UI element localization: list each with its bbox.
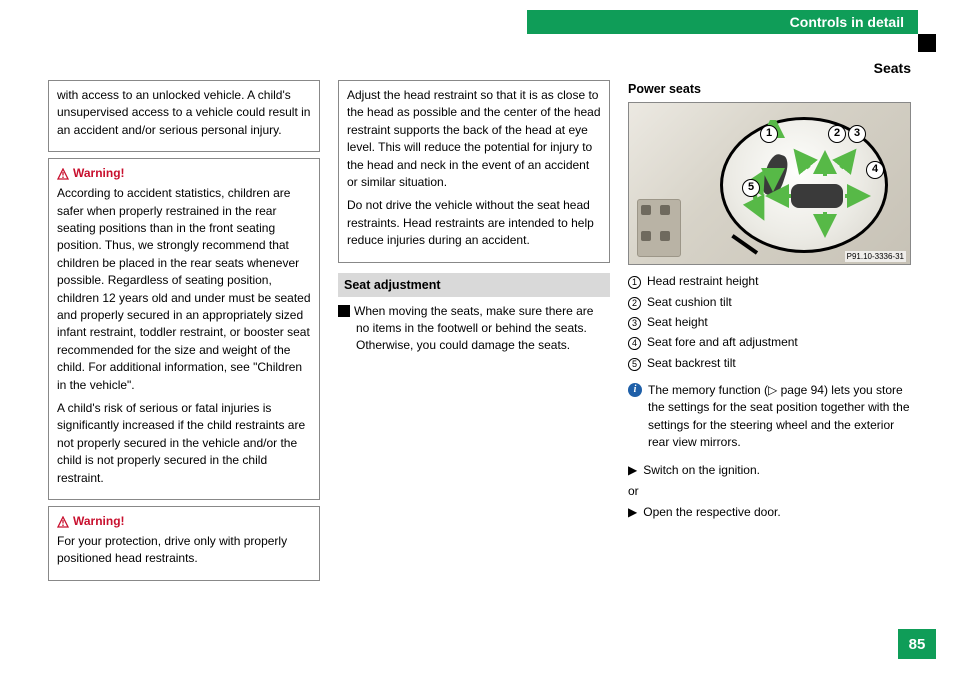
intro-box: with access to an unlocked vehicle. A ch… [48,80,320,152]
step-2: ▶ Open the respective door. [628,504,911,521]
manual-page: { "header": { "tab": "Controls in detail… [0,0,954,673]
legend-item: 3 Seat height [628,314,911,331]
warning-label-text: Warning! [73,513,125,530]
step-text: Open the respective door. [643,504,780,521]
legend-item: 4 Seat fore and aft adjustment [628,334,911,351]
legend-num: 2 [628,297,641,310]
callout-3: 3 [848,125,866,143]
section-title: Seats [874,60,911,76]
info-text: The memory function (▷ page 94) lets you… [648,382,911,452]
legend-text: Seat fore and aft adjustment [647,334,798,351]
warning-box-1: Warning! According to accident statistic… [48,158,320,500]
callout-1: 1 [760,125,778,143]
legend-text: Seat height [647,314,708,331]
legend-text: Seat backrest tilt [647,355,736,372]
column-2: Adjust the head restraint so that it is … [338,80,610,587]
callout-4: 4 [866,161,884,179]
thumb-index-notch [918,34,936,52]
power-seats-heading: Power seats [628,80,911,98]
warning-label-text: Warning! [73,165,125,182]
body-columns: with access to an unlocked vehicle. A ch… [48,80,911,587]
legend-item: 2 Seat cushion tilt [628,294,911,311]
column-3: Power seats [628,80,911,587]
chapter-tab: Controls in detail [527,10,918,34]
warning-box-2: Warning! For your protection, drive only… [48,506,320,581]
image-code: P91.10-3336-31 [845,251,906,263]
callout-5: 5 [742,179,760,197]
headrestraint-box: Adjust the head restraint so that it is … [338,80,610,263]
info-note: i The memory function (▷ page 94) lets y… [628,382,911,452]
door-switchpanel [637,199,681,257]
step-text: Switch on the ignition. [643,462,760,479]
step-marker: ▶ [628,462,637,479]
or-separator: or [628,483,911,500]
hr-p2: Do not drive the vehicle without the sea… [347,197,601,249]
warning-triangle-icon [57,516,69,528]
info-icon: i [628,383,642,397]
step-marker: ▶ [628,504,637,521]
caution-text: When moving the seats, make sure there a… [354,304,593,353]
warning-triangle-icon [57,168,69,180]
legend-num: 3 [628,317,641,330]
warning1-p1: According to accident statistics, childr… [57,185,311,394]
legend-item: 1 Head restraint height [628,273,911,290]
warning1-p2: A child's risk of serious or fatal injur… [57,400,311,487]
warning-label-2: Warning! [57,513,125,530]
callout-2: 2 [828,125,846,143]
legend-item: 5 Seat backrest tilt [628,355,911,372]
warning-label-1: Warning! [57,165,125,182]
seat-control-diagram: 1 2 3 4 5 P91.10-3336-31 [628,102,911,265]
diagram-legend: 1 Head restraint height 2 Seat cushion til… [628,273,911,372]
hr-p1: Adjust the head restraint so that it is … [347,87,601,191]
caution-row: ! When moving the seats, make sure there … [338,303,610,355]
legend-num: 5 [628,358,641,371]
legend-text: Seat cushion tilt [647,294,732,311]
warning2-text: For your protection, drive only with pro… [57,533,311,568]
legend-text: Head restraint height [647,273,758,290]
step-1: ▶ Switch on the ignition. [628,462,911,479]
page-number: 85 [898,629,936,659]
caution-icon: ! [338,305,350,317]
subheading-seat-adjustment: Seat adjustment [338,273,610,297]
intro-text: with access to an unlocked vehicle. A ch… [57,87,311,139]
chapter-title: Controls in detail [790,14,904,30]
legend-num: 4 [628,337,641,350]
legend-num: 1 [628,276,641,289]
column-1: with access to an unlocked vehicle. A ch… [48,80,320,587]
